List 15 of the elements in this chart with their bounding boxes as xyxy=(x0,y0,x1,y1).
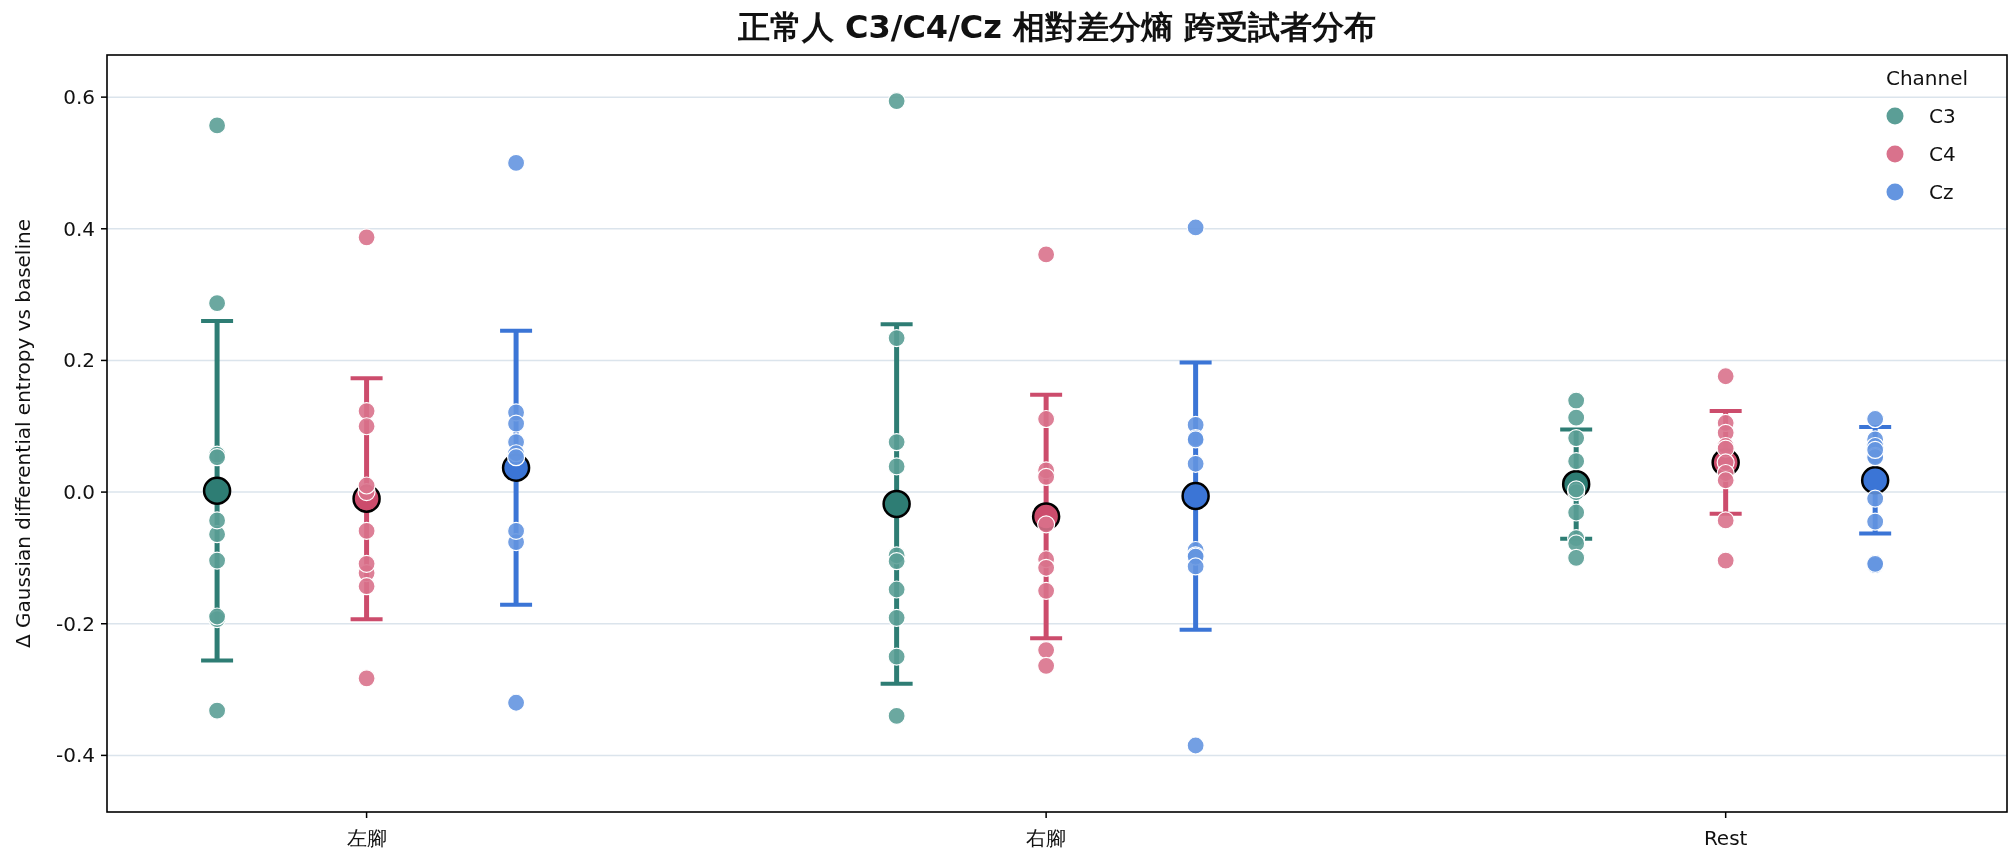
legend-label: C3 xyxy=(1929,104,1956,128)
y-tick-label: 0.4 xyxy=(63,216,95,241)
x-tick-label: Rest xyxy=(1703,826,1748,850)
legend-label: Cz xyxy=(1929,180,1954,204)
x-tick-label: 左腳 xyxy=(346,826,387,850)
legend-label: C4 xyxy=(1929,142,1956,166)
y-tick-label: 0.2 xyxy=(63,348,95,373)
chart-title: 正常人 C3/C4/Cz 相對差分熵 跨受試者分布 xyxy=(736,8,1377,46)
x-tick-label: 右腳 xyxy=(1026,826,1067,850)
y-axis-title: Δ Gaussian differential entropy vs baseline xyxy=(11,219,35,648)
y-tick-label: -0.4 xyxy=(55,743,95,768)
y-tick-label: 0.0 xyxy=(63,480,95,505)
y-tick-label: 0.6 xyxy=(63,85,95,110)
legend-title: Channel xyxy=(1885,66,1969,90)
y-tick-label: -0.2 xyxy=(55,611,95,636)
